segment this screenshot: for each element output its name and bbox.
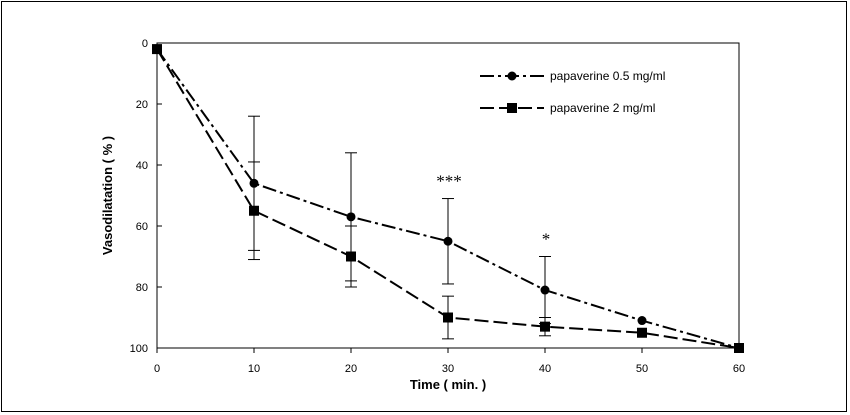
data-point-series-1 <box>443 236 453 246</box>
data-point-series-1 <box>540 285 550 295</box>
legend: papaverine 0.5 mg/ml papaverine 2 mg/ml <box>480 69 665 115</box>
data-point-series-1 <box>637 316 647 326</box>
data-point-series-2 <box>249 205 259 216</box>
data-point-series-2 <box>346 251 356 262</box>
x-tick-label: 20 <box>345 363 357 375</box>
x-axis-ticks: 0 10 20 30 40 50 60 <box>154 348 745 375</box>
legend-item-1: papaverine 0.5 mg/ml <box>480 69 665 83</box>
y-tick-label: 80 <box>136 282 148 294</box>
data-point-series-2 <box>734 343 744 353</box>
data-point-series-2 <box>152 44 162 55</box>
legend-marker <box>507 71 517 81</box>
y-tick-label: 40 <box>136 160 148 172</box>
x-axis-title: Time ( min. ) <box>410 377 486 392</box>
legend-item-2: papaverine 2 mg/ml <box>480 101 655 115</box>
error-bars <box>248 115 551 340</box>
series-markers <box>152 44 744 353</box>
y-tick-label: 60 <box>136 221 148 233</box>
data-point-series-1 <box>346 212 356 222</box>
significance-annotations: **** <box>436 172 550 249</box>
data-point-series-2 <box>540 321 550 332</box>
x-tick-label: 0 <box>154 363 160 375</box>
y-axis-ticks: 0 20 40 60 80 100 <box>130 38 162 355</box>
x-tick-label: 60 <box>733 363 745 375</box>
x-tick-label: 50 <box>636 363 648 375</box>
x-tick-label: 40 <box>539 363 551 375</box>
y-tick-label: 20 <box>136 99 148 111</box>
data-point-series-1 <box>249 178 259 188</box>
y-tick-label: 100 <box>130 343 148 355</box>
significance-marker: *** <box>436 172 462 191</box>
y-tick-label: 0 <box>142 38 148 50</box>
significance-marker: * <box>542 230 551 249</box>
data-point-series-2 <box>637 327 647 338</box>
x-tick-label: 30 <box>442 363 454 375</box>
y-axis-title: Vasodilatation ( % ) <box>100 136 115 255</box>
legend-label: papaverine 2 mg/ml <box>550 101 655 115</box>
data-point-series-2 <box>443 312 453 323</box>
x-tick-label: 10 <box>248 363 260 375</box>
legend-label: papaverine 0.5 mg/ml <box>550 69 665 83</box>
legend-marker <box>507 103 517 113</box>
